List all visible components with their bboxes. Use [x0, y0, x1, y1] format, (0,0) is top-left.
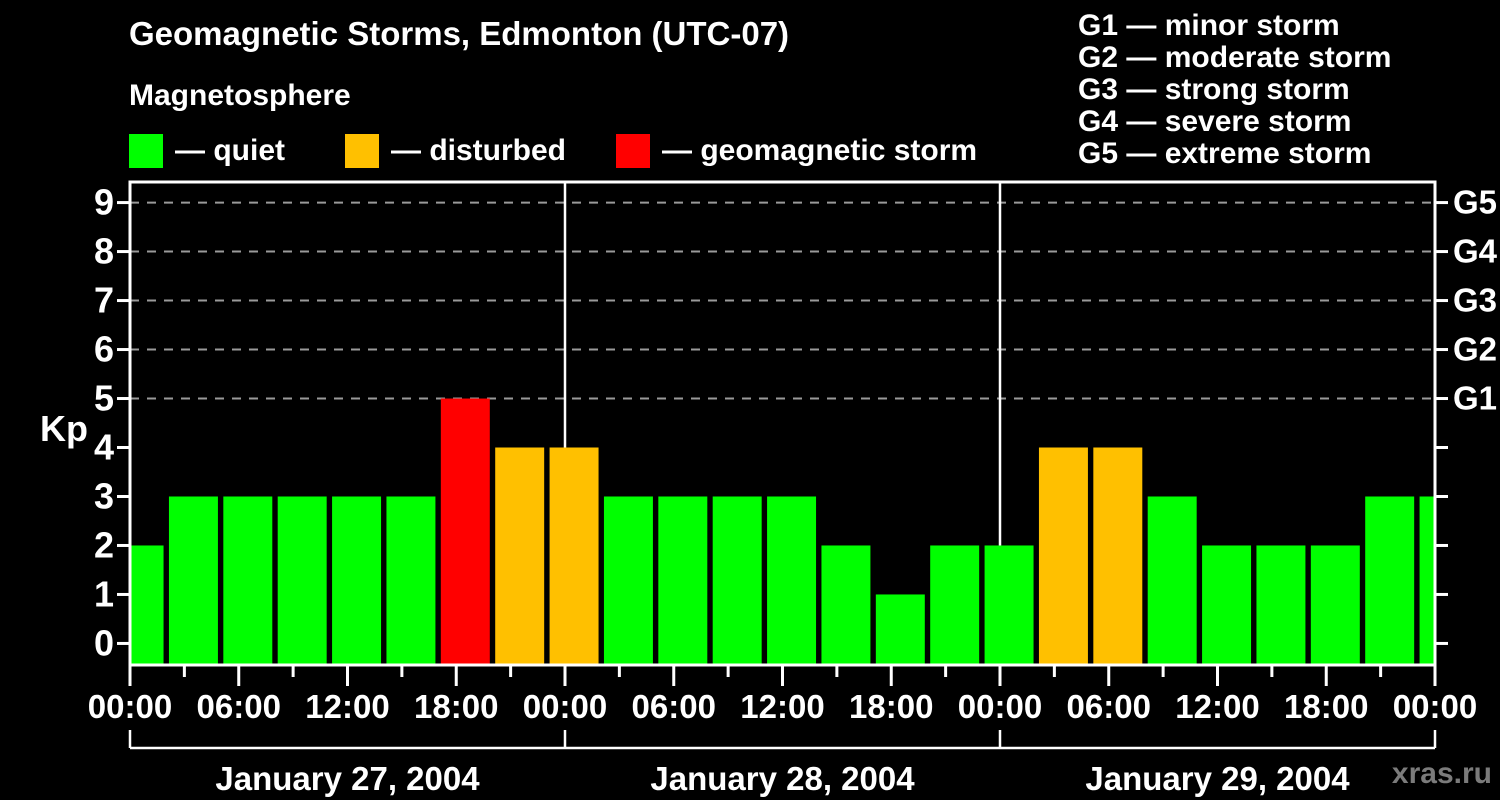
- legend-label-quiet: — quiet: [175, 134, 285, 167]
- y-tick-label: 0: [94, 622, 114, 663]
- x-tick-label: 06:00: [632, 688, 716, 725]
- kp-bar-2: [223, 496, 273, 664]
- kp-bar-7: [495, 447, 545, 664]
- disturbed-swatch-icon: [345, 134, 379, 168]
- date-label-0: January 27, 2004: [215, 760, 480, 797]
- x-tick-label: 12:00: [740, 688, 824, 725]
- y-tick-label: 6: [94, 329, 114, 370]
- legend-item-disturbed: — disturbed: [345, 134, 566, 168]
- kp-bar-1: [168, 496, 218, 664]
- kp-bar-10: [658, 496, 708, 664]
- axis-frame: [128, 180, 1437, 667]
- legend-item-storm: — geomagnetic storm: [616, 134, 977, 168]
- kp-bar-0: [131, 545, 164, 664]
- x-tick-label: 18:00: [1284, 688, 1368, 725]
- kp-bar-20: [1202, 545, 1252, 664]
- quiet-swatch-icon: [129, 134, 163, 168]
- kp-bar-24: [1419, 496, 1434, 664]
- x-tick-label: 12:00: [305, 688, 389, 725]
- y-tick-label: 1: [94, 573, 114, 614]
- g-scale-label-g2: G2: [1453, 331, 1497, 368]
- kp-bar-6: [440, 398, 490, 664]
- magnetosphere-subtitle: Magnetosphere: [129, 79, 351, 112]
- legend-item-quiet: — quiet: [129, 134, 285, 168]
- kp-bar-19: [1147, 496, 1197, 664]
- page-title: Geomagnetic Storms, Edmonton (UTC-07): [129, 15, 790, 52]
- kp-axis-label: Kp: [40, 408, 88, 449]
- y-tick-label: 5: [94, 378, 114, 419]
- kp-bar-23: [1365, 496, 1415, 664]
- kp-bar-4: [332, 496, 382, 664]
- y-tick-label: 4: [94, 427, 114, 468]
- x-tick-label: 00:00: [523, 688, 607, 725]
- g2-legend-row: G2 — moderate storm: [1078, 41, 1392, 74]
- g1-legend-row: G1 — minor storm: [1078, 9, 1340, 42]
- kp-bar-18: [1093, 447, 1143, 664]
- g-scale-legend: G1 — minor storm G2 — moderate storm G3 …: [1078, 10, 1391, 170]
- x-tick-label: 00:00: [88, 688, 172, 725]
- kp-bar-21: [1256, 545, 1306, 664]
- kp-bar-13: [821, 545, 871, 664]
- kp-bar-11: [712, 496, 762, 664]
- g3-legend-row: G3 — strong storm: [1078, 73, 1350, 106]
- y-tick-label: 7: [94, 280, 114, 321]
- x-tick-label: 00:00: [1393, 688, 1477, 725]
- g-scale-label-g4: G4: [1453, 233, 1498, 270]
- y-tick-label: 2: [94, 524, 114, 565]
- kp-bar-9: [603, 496, 653, 664]
- x-tick-label: 00:00: [958, 688, 1042, 725]
- legend-label-disturbed: — disturbed: [391, 134, 567, 167]
- y-tick-label: 8: [94, 231, 114, 272]
- g5-legend-row: G5 — extreme storm: [1078, 137, 1372, 170]
- kp-bar-8: [549, 447, 599, 664]
- kp-bar-22: [1310, 545, 1360, 664]
- watermark: xras.ru: [1391, 757, 1492, 790]
- x-tick-label: 06:00: [1067, 688, 1151, 725]
- x-tick-label: 12:00: [1175, 688, 1259, 725]
- g-scale-label-g5: G5: [1453, 184, 1497, 221]
- g-scale-label-g3: G3: [1453, 282, 1497, 319]
- y-tick-label: 3: [94, 475, 114, 516]
- kp-bar-5: [386, 496, 436, 664]
- kp-bar-3: [277, 496, 327, 664]
- legend-label-storm: — geomagnetic storm: [662, 134, 978, 167]
- g-scale-label-g1: G1: [1453, 380, 1497, 417]
- x-tick-label: 18:00: [414, 688, 498, 725]
- date-label-1: January 28, 2004: [650, 760, 915, 797]
- g4-legend-row: G4 — severe storm: [1078, 105, 1352, 138]
- storm-swatch-icon: [616, 134, 650, 168]
- date-label-2: January 29, 2004: [1085, 760, 1350, 797]
- kp-bar-16: [984, 545, 1034, 664]
- kp-bar-12: [767, 496, 817, 664]
- kp-bar-14: [875, 594, 925, 664]
- kp-bar-17: [1038, 447, 1088, 664]
- kp-bar-15: [930, 545, 980, 664]
- x-tick-label: 18:00: [849, 688, 933, 725]
- y-tick-label: 9: [94, 182, 114, 223]
- x-tick-label: 06:00: [197, 688, 281, 725]
